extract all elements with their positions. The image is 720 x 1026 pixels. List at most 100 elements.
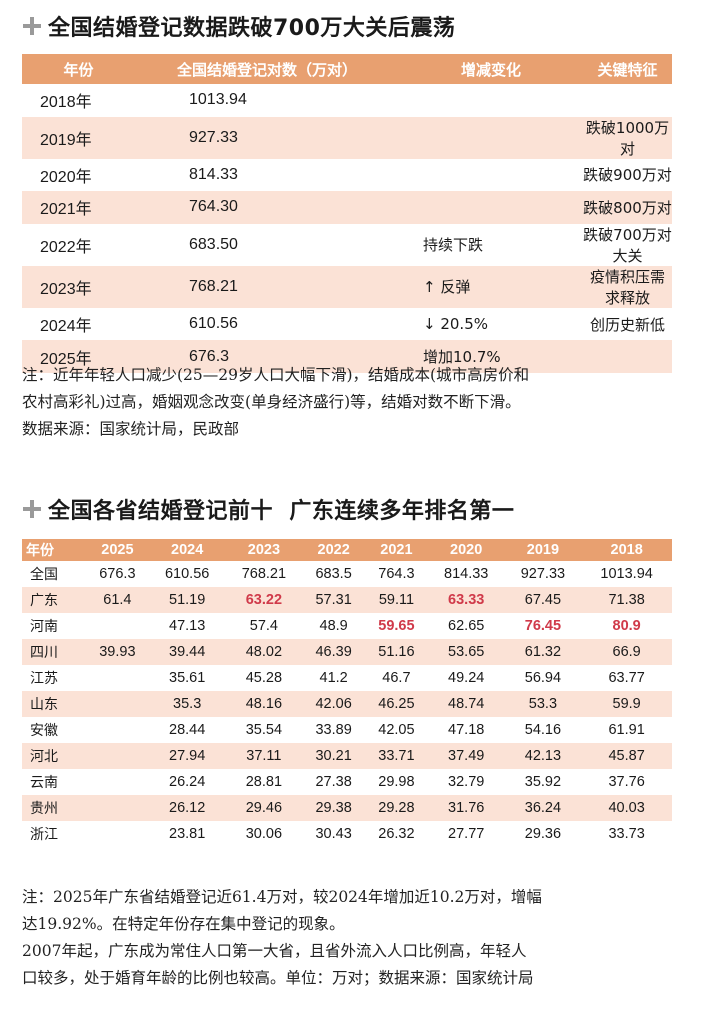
table-row: 安徽 28.44 35.54 33.89 42.05 47.18 54.16 61.91 (22, 717, 672, 743)
value-cell: 67.45 (504, 587, 582, 613)
feature-cell: 跌破700万对大关 (583, 225, 672, 265)
value-cell: 54.16 (524, 722, 562, 738)
value-cell: 683.5 (315, 566, 352, 582)
province-cell: 江苏 (30, 671, 58, 687)
value-cell: 36.24 (504, 795, 582, 821)
value-cell: 48.9 (319, 618, 348, 634)
header-year-col: 2021 (365, 539, 428, 561)
section1-title: 全国结婚登记数据跌破700万大关后震荡 (22, 6, 455, 46)
table-header-row: 年份 全国结婚登记对数（万对） 增减变化 关键特征 (22, 54, 672, 84)
value-cell: 927.33 (520, 566, 566, 582)
year-cell: 2022年 (40, 238, 92, 256)
value-cell: 48.74 (427, 691, 505, 717)
table-row: 江苏 35.61 45.28 41.2 46.7 49.24 56.94 63.77 (22, 665, 672, 691)
value-cell: 29.98 (378, 774, 415, 790)
header-feature: 关键特征 (583, 54, 672, 84)
note-line: 数据来源：国家统计局，民政部 (22, 420, 240, 438)
year-cell: 2023年 (22, 265, 135, 308)
value-cell: 59.9 (581, 691, 672, 717)
value-cell: 35.3 (148, 691, 226, 717)
plus-icon (22, 499, 42, 519)
header-year-col: 2018 (581, 539, 672, 561)
note-line: 农村高彩礼)过高，婚姻观念改变(单身经济盛行)等，结婚对数不断下滑。 (22, 393, 521, 411)
value-cell: 29.36 (524, 826, 562, 842)
feature-cell: 疫情积压需求释放 (583, 265, 672, 308)
value-cell (86, 613, 149, 639)
note-line: 2007年起，广东成为常住人口第一大省，且省外流入人口比例高，年轻人 (22, 942, 527, 960)
change-cell: 增加10.7% (399, 340, 583, 373)
table-row: 云南 26.24 28.81 27.38 29.98 32.79 35.92 37.76 (22, 769, 672, 795)
value-cell: 35.61 (169, 670, 206, 686)
table-row: 2019年 927.33 跌破1000万对 (22, 116, 672, 159)
value-cell: 29.28 (365, 795, 428, 821)
year-cell: 2025年 (22, 340, 135, 373)
change-cell (399, 116, 583, 159)
table-row: 广东 61.4 51.19 63.22 57.31 59.11 63.33 67.45 71.3… (22, 587, 672, 613)
value-cell: 61.32 (504, 639, 582, 665)
table-row: 全国 676.3 610.56 768.21 683.5 764.3 814.33 927.3… (22, 561, 672, 587)
value-cell: 676.3 (99, 566, 136, 582)
feature-cell: 跌破1000万对 (583, 116, 672, 159)
value-cell: 676.3 (135, 340, 399, 373)
value-cell: 27.94 (148, 743, 226, 769)
value-cell: 56.94 (524, 670, 562, 686)
value-cell: 66.9 (581, 639, 672, 665)
value-cell: 768.21 (135, 265, 399, 308)
value-cell: 29.46 (225, 795, 303, 821)
section2-title-text: 全国各省结婚登记前十 广东连续多年排名第一 (48, 499, 515, 524)
change-cell (399, 159, 583, 192)
table-row: 2025年 676.3 增加10.7% (22, 340, 672, 373)
value-cell: 51.19 (148, 587, 226, 613)
province-marriage-table: 年份 2025 2024 2023 2022 2021 2020 2019 2018 全国 676… (22, 539, 672, 847)
note-line: 注：2025年广东省结婚登记近61.4万对，较2024年增加近10.2万对，增幅 (22, 888, 542, 906)
table-row: 贵州 26.12 29.46 29.38 29.28 31.76 36.24 40.03 (22, 795, 672, 821)
value-cell: 71.38 (581, 587, 672, 613)
value-cell: 35.54 (245, 722, 283, 738)
table-row: 2024年 610.56 ↓ 20.5% 创历史新低 (22, 308, 672, 341)
value-cell: 37.76 (608, 774, 645, 790)
value-cell: 683.50 (189, 235, 238, 253)
value-cell: 42.05 (378, 722, 415, 738)
year-cell: 2024年 (40, 318, 92, 336)
value-cell: 28.81 (245, 774, 283, 790)
province-cell: 云南 (30, 775, 58, 791)
province-cell: 贵州 (22, 795, 86, 821)
province-cell: 四川 (22, 639, 86, 665)
value-cell: 26.24 (169, 774, 206, 790)
value-cell: 59.11 (365, 587, 428, 613)
section1-title-text: 全国结婚登记数据跌破700万大关后震荡 (48, 16, 456, 41)
value-cell: 814.33 (189, 165, 238, 183)
change-cell: ↑ 反弹 (399, 265, 583, 308)
header-year-col: 2025 (86, 539, 149, 561)
province-cell: 广东 (22, 587, 86, 613)
province-table-body: 全国 676.3 610.56 768.21 683.5 764.3 814.33 927.3… (22, 561, 672, 847)
value-cell: 47.18 (448, 722, 485, 738)
value-cell: 814.33 (444, 566, 489, 582)
value-cell: 63.77 (608, 670, 645, 686)
change-cell: ↓ 20.5% (423, 315, 488, 334)
table-row: 2022年 683.50 持续下跌 跌破700万对大关 (22, 224, 672, 266)
value-cell: 80.9 (612, 618, 641, 634)
value-cell: 62.65 (448, 618, 485, 634)
feature-cell: 创历史新低 (589, 315, 665, 334)
province-cell: 浙江 (30, 827, 58, 843)
feature-cell: 跌破800万对 (583, 191, 672, 224)
value-cell: 46.25 (365, 691, 428, 717)
value-cell: 27.38 (315, 774, 352, 790)
value-cell (86, 743, 149, 769)
header-value: 全国结婚登记对数（万对） (135, 54, 399, 84)
year-cell: 2021年 (22, 191, 135, 224)
header-year-col: 2024 (148, 539, 226, 561)
value-cell: 26.12 (148, 795, 226, 821)
value-cell (86, 691, 149, 717)
table-row: 2023年 768.21 ↑ 反弹 疫情积压需求释放 (22, 265, 672, 308)
header-year-col: 2022 (302, 539, 366, 561)
value-cell: 37.11 (225, 743, 303, 769)
value-cell: 57.31 (302, 587, 366, 613)
table-row: 浙江 23.81 30.06 30.43 26.32 27.77 29.36 33.73 (22, 821, 672, 847)
table-row: 山东 35.3 48.16 42.06 46.25 48.74 53.3 59.9 (22, 691, 672, 717)
value-cell: 41.2 (319, 670, 348, 686)
feature-cell (583, 340, 672, 373)
value-cell: 927.33 (135, 116, 399, 159)
plus-icon (22, 16, 42, 36)
